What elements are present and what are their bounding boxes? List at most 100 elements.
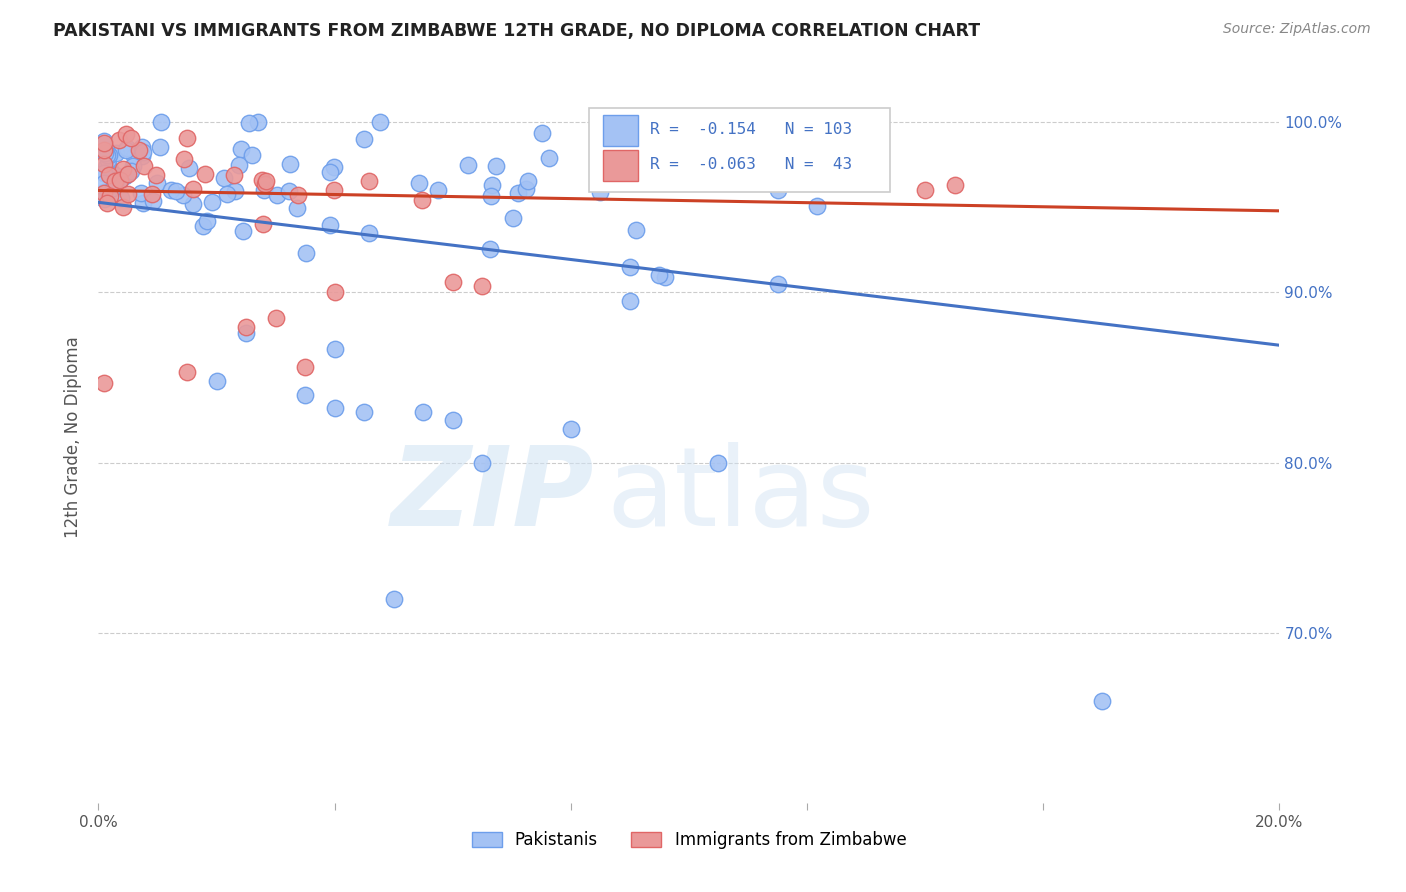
Legend: Pakistanis, Immigrants from Zimbabwe: Pakistanis, Immigrants from Zimbabwe <box>471 831 907 849</box>
Point <box>96 196 118 211</box>
Point <box>195 213 218 227</box>
Point <box>471 456 494 470</box>
Point <box>285 201 308 215</box>
Point <box>408 176 430 190</box>
Text: PAKISTANI VS IMMIGRANTS FROM ZIMBABWE 12TH GRADE, NO DIPLOMA CORRELATION CHART: PAKISTANI VS IMMIGRANTS FROM ZIMBABWE 12… <box>53 22 980 40</box>
Point <box>93 146 115 161</box>
Point <box>619 260 641 274</box>
Point <box>173 152 195 166</box>
Point <box>166 184 188 198</box>
FancyBboxPatch shape <box>603 151 638 181</box>
Point <box>357 174 380 188</box>
Point <box>250 173 273 187</box>
Point <box>277 185 299 199</box>
Point <box>97 146 120 161</box>
Point <box>943 178 966 193</box>
Point <box>93 186 115 200</box>
Point <box>142 194 165 208</box>
Point <box>235 326 257 341</box>
Point <box>654 270 676 285</box>
Point <box>766 277 789 291</box>
Point <box>253 183 276 197</box>
Point <box>93 192 115 206</box>
Point <box>117 186 139 201</box>
Point <box>1091 694 1114 708</box>
Point <box>294 387 316 401</box>
Point <box>353 132 375 146</box>
Point <box>323 285 346 300</box>
Point <box>111 200 134 214</box>
Point <box>122 149 145 163</box>
Point <box>181 182 204 196</box>
Point <box>104 169 127 183</box>
Point <box>212 171 235 186</box>
Point <box>441 275 464 289</box>
Point <box>98 161 121 176</box>
Text: Source: ZipAtlas.com: Source: ZipAtlas.com <box>1223 22 1371 37</box>
Point <box>114 169 136 183</box>
Point <box>222 168 245 182</box>
Point <box>266 188 288 202</box>
Point <box>506 186 529 200</box>
Point <box>128 144 150 158</box>
Point <box>471 278 494 293</box>
Point <box>93 143 115 157</box>
Point <box>141 187 163 202</box>
Point <box>323 342 346 356</box>
Point <box>112 162 135 177</box>
Point <box>104 146 127 161</box>
Point <box>94 142 117 156</box>
Point <box>145 176 167 190</box>
Point <box>98 168 121 182</box>
Point <box>224 184 246 198</box>
Point <box>353 404 375 418</box>
Text: R =  -0.063   N =  43: R = -0.063 N = 43 <box>650 157 852 172</box>
Point <box>295 245 318 260</box>
Point <box>176 366 198 380</box>
Point <box>530 126 553 140</box>
Point <box>114 144 136 158</box>
Point <box>108 133 131 147</box>
Point <box>645 164 668 178</box>
Point <box>294 360 316 375</box>
Point <box>149 140 172 154</box>
Point <box>323 401 346 416</box>
Point <box>104 178 127 192</box>
Text: atlas: atlas <box>606 442 875 549</box>
Point <box>441 413 464 427</box>
Point <box>93 186 115 200</box>
Point <box>108 173 131 187</box>
Point <box>194 167 217 181</box>
Point <box>319 165 342 179</box>
Text: R =  -0.154   N = 103: R = -0.154 N = 103 <box>650 121 852 136</box>
Point <box>93 136 115 151</box>
Point <box>252 217 274 231</box>
Point <box>411 194 433 208</box>
Point <box>93 176 115 190</box>
Point <box>457 158 479 172</box>
Point <box>100 189 122 203</box>
Point <box>205 374 228 388</box>
Point <box>110 190 132 204</box>
Point <box>93 376 115 390</box>
Point <box>201 195 224 210</box>
Point <box>624 223 647 237</box>
Point <box>96 161 118 175</box>
Point <box>117 167 139 181</box>
Point <box>120 164 142 178</box>
FancyBboxPatch shape <box>603 115 638 146</box>
Point <box>179 161 201 175</box>
Point <box>172 187 194 202</box>
Point <box>484 159 506 173</box>
Point <box>560 421 582 435</box>
Point <box>515 181 537 195</box>
Point <box>191 219 214 234</box>
Point <box>115 141 138 155</box>
Text: ZIP: ZIP <box>391 442 595 549</box>
Point <box>232 224 254 238</box>
Point <box>93 156 115 170</box>
Point <box>412 404 434 418</box>
Point <box>707 456 730 470</box>
Point <box>131 140 153 154</box>
Point <box>96 148 118 162</box>
